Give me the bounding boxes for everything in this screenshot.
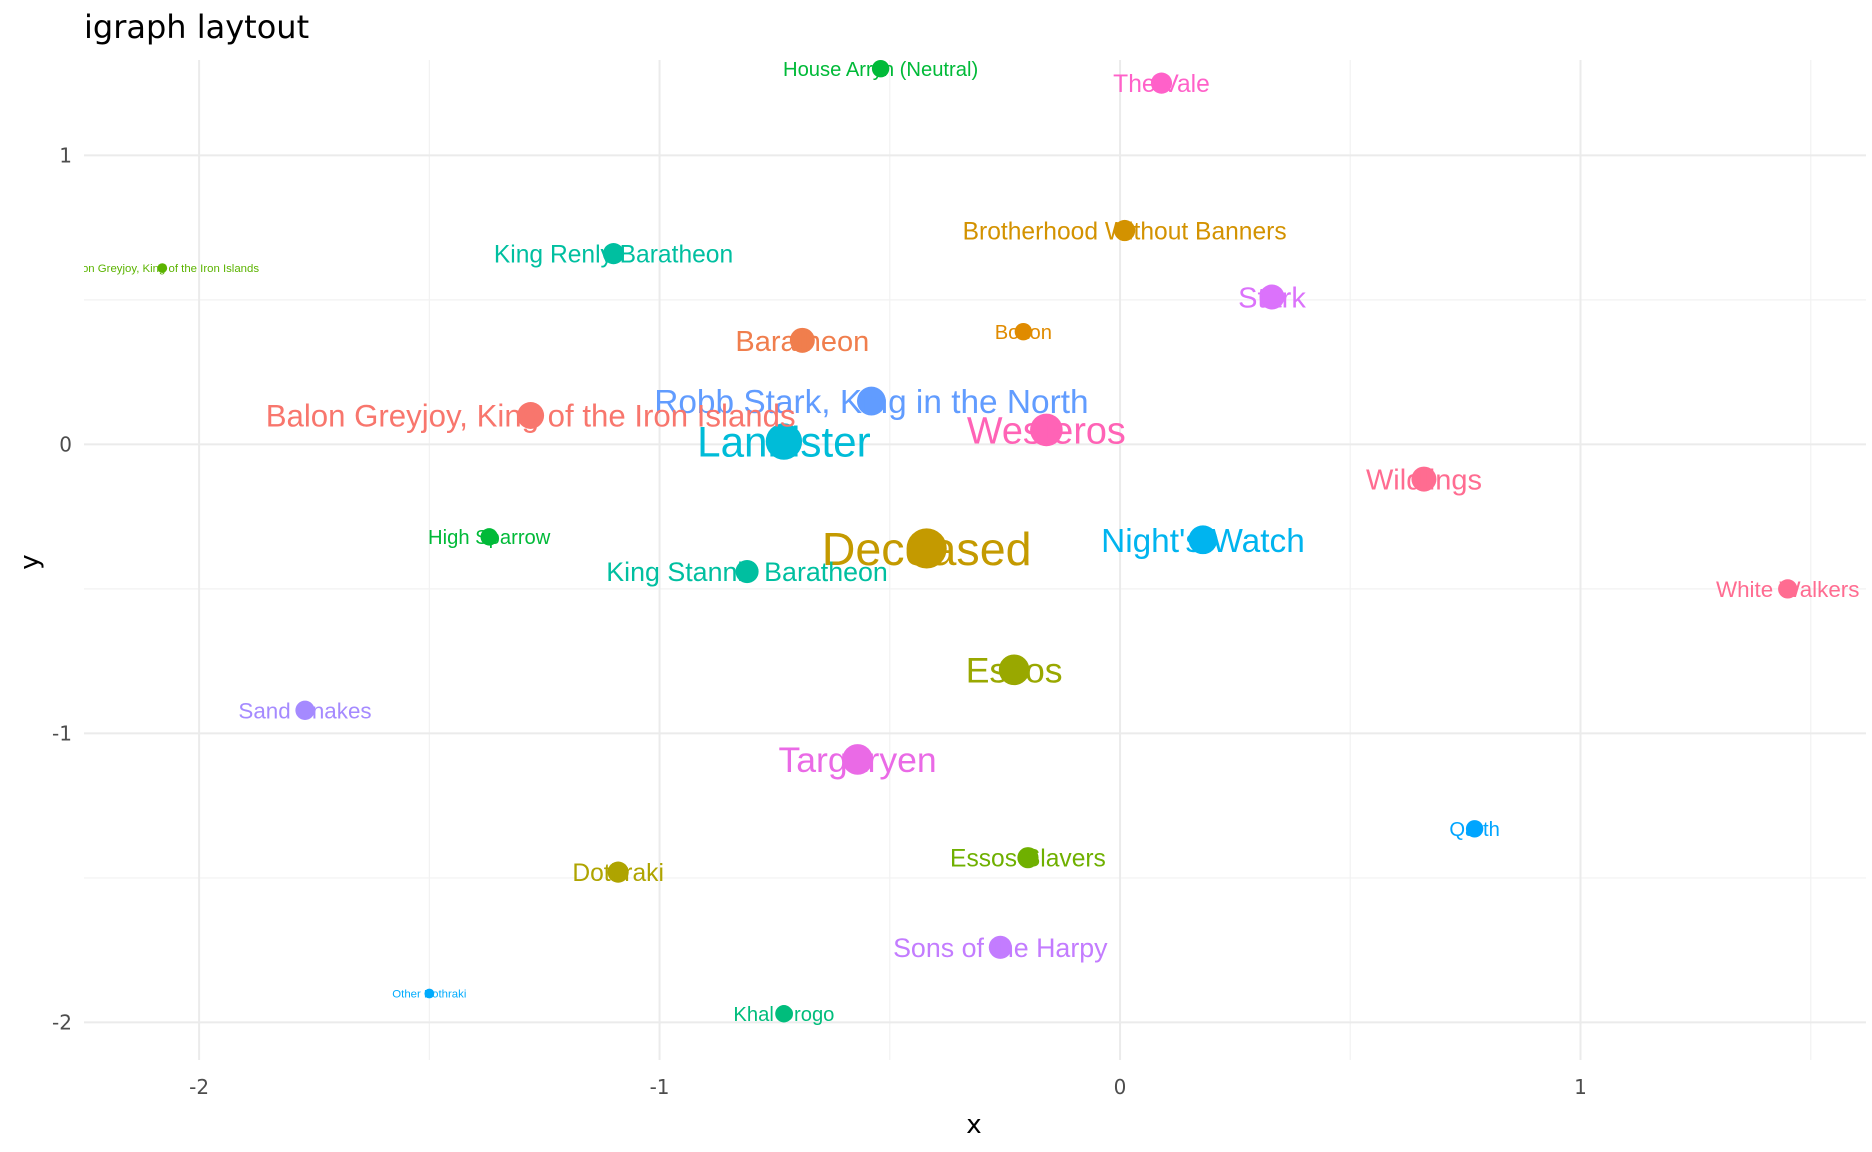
node-label: King Renly Baratheon [494, 241, 733, 268]
node-point [765, 423, 803, 460]
x-tick-label: 1 [1574, 1075, 1587, 1099]
node-point [775, 1005, 793, 1023]
node-label: Khal Drogo [733, 1004, 834, 1026]
node-point [1150, 72, 1173, 94]
node-points [157, 59, 1798, 1023]
node-point [1411, 466, 1437, 492]
x-tick-label: -2 [189, 1075, 209, 1099]
node-point [1030, 413, 1063, 447]
node-label: Balon Greyjoy, King of the Iron Islands [266, 399, 796, 434]
node-point [607, 861, 629, 883]
node-label: Balon Greyjoy, King of the Iron Islands [66, 263, 260, 275]
chart-title: igraph laytout [84, 8, 309, 46]
node-label: Sons of the Harpy [893, 933, 1108, 963]
node-point [157, 263, 168, 273]
node-point [480, 528, 498, 546]
node-point [735, 560, 759, 584]
node-point [1017, 847, 1039, 869]
node-point [517, 402, 545, 429]
node-label: Lannister [697, 419, 871, 466]
y-axis-tick-labels: -2 -1 0 1 [52, 143, 72, 1034]
node-label: Night's Watch [1101, 523, 1305, 560]
node-point [842, 744, 873, 775]
node-label: High Sparrow [428, 527, 551, 549]
node-point [988, 935, 1012, 959]
node-point [295, 700, 315, 720]
node-label: Qarth [1449, 819, 1500, 841]
y-axis-title: y [15, 554, 45, 569]
node-point [1259, 284, 1285, 310]
node-point [871, 59, 890, 78]
y-tick-label: -1 [52, 721, 72, 745]
node-label: Bolton [995, 322, 1052, 344]
node-point [1188, 525, 1218, 555]
node-point [856, 386, 886, 416]
x-axis-title: x [966, 1110, 981, 1140]
node-label: The Vale [1113, 71, 1210, 98]
node-label: Targaryen [778, 740, 936, 780]
x-tick-label: -1 [650, 1075, 670, 1099]
x-axis-tick-labels: -2 -1 0 1 [189, 1075, 1587, 1099]
y-tick-label: -2 [52, 1010, 72, 1034]
node-point [906, 528, 947, 569]
node-label: Dothraki [572, 860, 664, 887]
minor-gridlines [84, 60, 1866, 1060]
node-label: Deceased [822, 523, 1032, 575]
node-label: King Stannis Baratheon [606, 557, 888, 587]
node-point [998, 654, 1030, 686]
node-point [1114, 219, 1136, 242]
node-label: House Arryn (Neutral) [783, 59, 978, 81]
x-tick-label: 0 [1114, 1075, 1127, 1099]
node-labels: House Arryn (Neutral) The Vale Brotherhood… [66, 59, 1859, 1026]
node-label: Sand Snakes [238, 698, 371, 723]
node-point [602, 243, 625, 265]
y-tick-label: 1 [59, 143, 72, 167]
node-point [1778, 579, 1798, 599]
node-label: Essos Slavers [950, 846, 1106, 873]
node-label: White Walkers [1716, 577, 1859, 602]
node-label: Westeros [967, 411, 1126, 453]
node-label: Brotherhood Without Banners [963, 218, 1287, 245]
node-point [789, 327, 815, 353]
node-label: Other Dothraki [392, 989, 466, 1001]
node-point [1014, 322, 1033, 341]
node-label: Baratheon [735, 326, 869, 358]
node-point [1465, 820, 1484, 838]
y-tick-label: 0 [59, 432, 72, 456]
major-gridlines [84, 60, 1866, 1060]
node-label: Stark [1238, 282, 1306, 314]
node-label: Essos [966, 651, 1063, 691]
node-label: Robb Stark, King in the North [654, 384, 1088, 421]
node-point [424, 988, 435, 999]
node-label: Wildlings [1366, 465, 1482, 497]
